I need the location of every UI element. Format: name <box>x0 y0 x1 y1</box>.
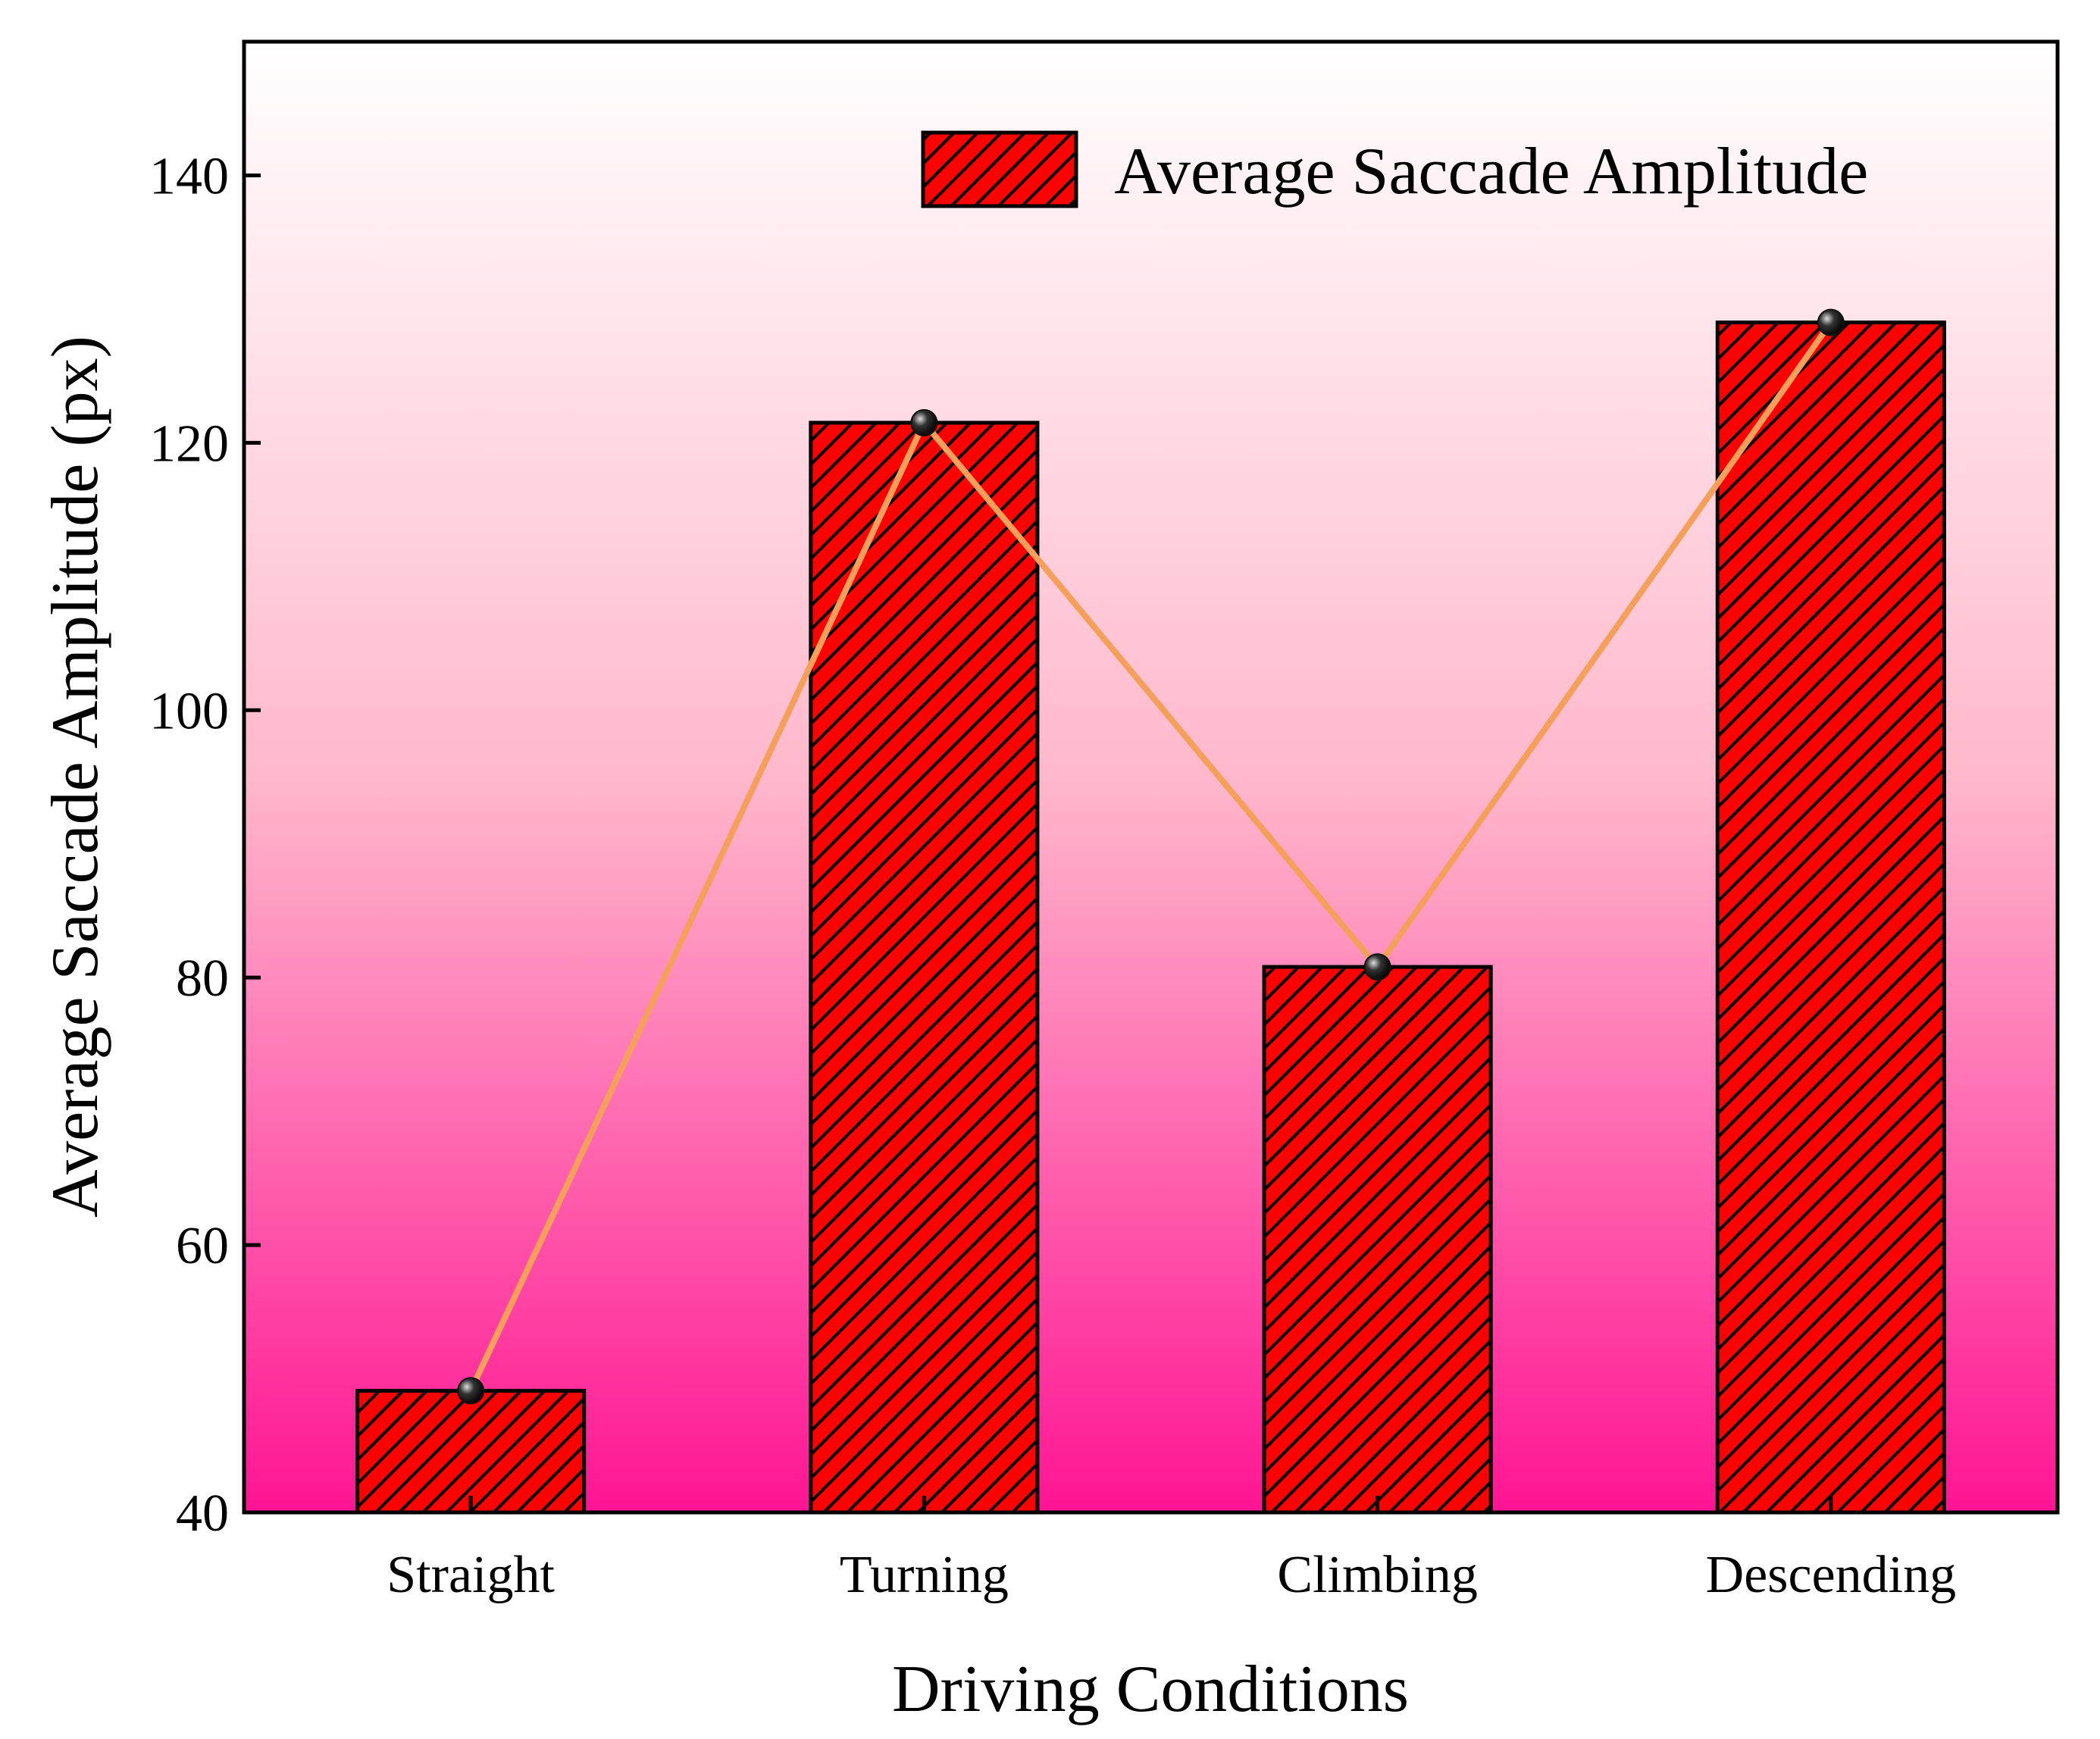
point-marker-straight <box>457 1377 485 1405</box>
y-axis: 40 60 80 100 120 140 <box>149 147 261 1543</box>
legend: Average Saccade Amplitude <box>921 130 1868 208</box>
x-tick-label-turning: Turning <box>840 1546 1009 1604</box>
bar-descending <box>1715 321 1946 1515</box>
bar-climbing <box>1262 965 1493 1515</box>
x-axis: Straight Turning Climbing Descending <box>387 1496 1956 1604</box>
x-axis-title: Driving Conditions <box>892 1653 1409 1726</box>
series-line <box>468 321 1834 1393</box>
y-tick-label: 140 <box>149 147 229 205</box>
y-axis-title: Average Saccade Amplitude (px) <box>39 336 112 1218</box>
point-marker-turning <box>910 408 938 436</box>
x-tick-label-descending: Descending <box>1706 1546 1956 1604</box>
x-tick-label-straight: Straight <box>387 1546 555 1604</box>
bars-layer <box>355 321 1946 1515</box>
y-tick-label: 100 <box>149 682 229 740</box>
point-marker-climbing <box>1363 953 1391 981</box>
legend-label: Average Saccade Amplitude <box>1114 135 1868 208</box>
y-tick-label: 40 <box>176 1484 229 1543</box>
bar-straight <box>355 1388 587 1515</box>
y-tick-label: 60 <box>176 1217 229 1275</box>
y-tick-label: 120 <box>149 414 229 473</box>
line-layer <box>468 321 1834 1393</box>
point-marker-descending <box>1817 308 1845 336</box>
x-tick-label-climbing: Climbing <box>1277 1546 1477 1604</box>
plot-frame <box>242 39 2060 1515</box>
marker-layer <box>457 308 1845 1405</box>
legend-swatch <box>921 130 1078 208</box>
y-tick-label: 80 <box>176 949 229 1008</box>
